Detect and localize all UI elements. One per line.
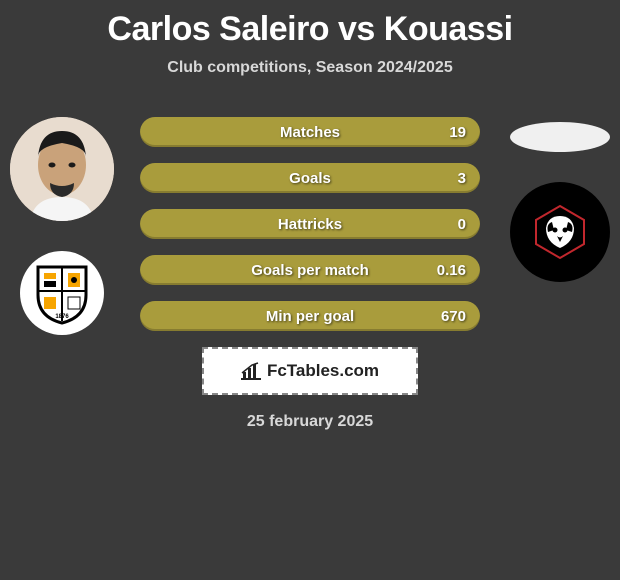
stat-value-right: 670 [441, 308, 466, 325]
stat-label: Goals per match [251, 262, 369, 279]
player-photo-right-placeholder [510, 122, 610, 152]
stat-bar-matches: Matches 19 [140, 117, 480, 147]
comparison-content: 1876 Matches 19 Goals 3 Hattricks [0, 117, 620, 431]
team-logo-left: 1876 [20, 251, 104, 335]
stat-bar-hattricks: Hattricks 0 [140, 209, 480, 239]
team-logo-right [510, 182, 610, 282]
stat-label: Goals [289, 170, 331, 187]
player-photo-left [10, 117, 114, 221]
date-text: 25 february 2025 [0, 413, 620, 431]
stat-value-right: 19 [449, 124, 466, 141]
page-title: Carlos Saleiro vs Kouassi [0, 0, 620, 49]
stat-value-right: 0 [458, 216, 466, 233]
stat-value-right: 0.16 [437, 262, 466, 279]
stat-bar-mpg: Min per goal 670 [140, 301, 480, 331]
stat-label: Hattricks [278, 216, 342, 233]
right-player-column [510, 117, 610, 282]
stat-label: Matches [280, 124, 340, 141]
brand-text: FcTables.com [241, 361, 379, 381]
stat-bar-goals: Goals 3 [140, 163, 480, 193]
stat-bar-gpm: Goals per match 0.16 [140, 255, 480, 285]
chart-icon [241, 362, 261, 380]
brand-label: FcTables.com [267, 361, 379, 381]
left-player-column: 1876 [10, 117, 114, 335]
page-subtitle: Club competitions, Season 2024/2025 [0, 59, 620, 77]
stat-value-right: 3 [458, 170, 466, 187]
stat-label: Min per goal [266, 308, 354, 325]
brand-box: FcTables.com [202, 347, 418, 395]
stat-bars: Matches 19 Goals 3 Hattricks 0 Goals per… [140, 117, 480, 331]
svg-text:1876: 1876 [55, 314, 69, 320]
